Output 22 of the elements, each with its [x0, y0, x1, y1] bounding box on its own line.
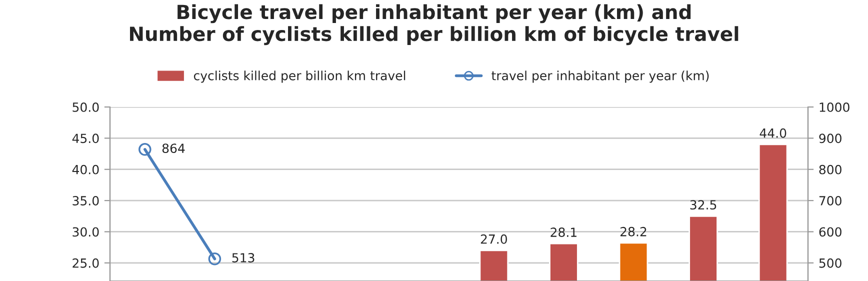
data-label: 513: [232, 253, 254, 262]
data-label: 864: [162, 144, 185, 154]
data-label: 28.1: [550, 228, 576, 237]
y2-tick-label: 600: [819, 227, 842, 237]
data-label: 32.5: [690, 200, 716, 210]
y-tick-label: 25.0: [72, 258, 99, 268]
y-tick-label: 30.0: [72, 227, 99, 237]
y2-tick-label: 900: [819, 134, 842, 144]
y2-tick-label: 800: [819, 164, 842, 174]
y-tick-label: 40.0: [72, 164, 99, 174]
y2-tick-label: 500: [819, 258, 842, 268]
y2-tick-label: 1000: [820, 102, 850, 112]
legend-label: travel per inhabitant per year (km): [492, 70, 709, 83]
y2-tick-label: 700: [819, 196, 842, 206]
legend-label: cyclists killed per billion km travel: [194, 70, 406, 83]
data-label: 44.0: [760, 128, 786, 138]
y-tick-label: 35.0: [72, 196, 99, 206]
chart-title: Bicycle travel per inhabitant per year (km) and Number of cyclists killed per billion km of bicycle travel: [130, 4, 738, 46]
data-label: 28.2: [620, 226, 646, 236]
data-label: 27.0: [480, 234, 507, 244]
y-tick-label: 45.0: [72, 134, 99, 144]
y-tick-label: 50.0: [72, 102, 99, 112]
